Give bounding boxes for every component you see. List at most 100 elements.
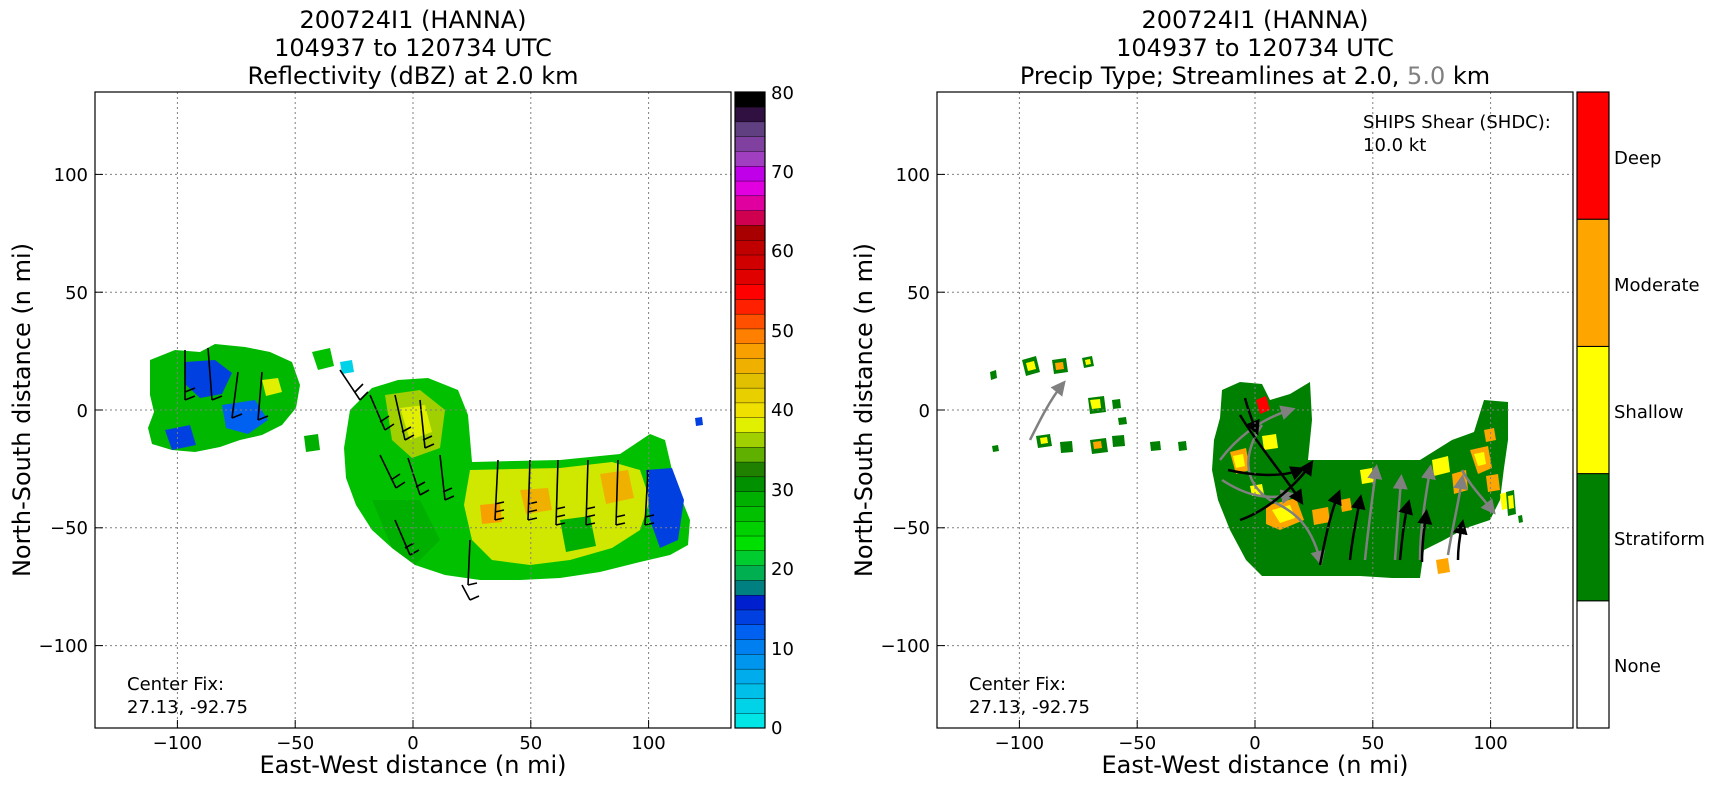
echo-band-green-1 (560, 516, 596, 552)
gridlines (95, 92, 731, 728)
tick-marks (95, 173, 650, 728)
x-tick-label: 50 (519, 733, 542, 754)
y-tick-label: 0 (919, 401, 930, 422)
x-tick-label: −50 (276, 733, 314, 754)
x-tick-labels: −100 −50 0 50 100 (995, 733, 1508, 754)
colorbar-segments (734, 91, 766, 729)
x-tick-label: 50 (1361, 733, 1384, 754)
x-tick-label: 0 (407, 733, 418, 754)
panel-title-line1: 200724I1 (HANNA) (299, 6, 526, 34)
panel-title-line1: 200724I1 (HANNA) (1141, 6, 1368, 34)
colorbar-segment (734, 210, 766, 226)
panel-title-line2: 104937 to 120734 UTC (1116, 34, 1394, 62)
echo-small-2 (340, 360, 354, 374)
echo-small-3 (304, 434, 320, 452)
colorbar-segment (734, 565, 766, 581)
colorbar-segment (734, 343, 766, 359)
center-fix-label: Center Fix: (969, 674, 1066, 695)
y-tick-label: −50 (892, 518, 930, 539)
y-tick-label: 50 (65, 283, 88, 304)
center-fix-label: Center Fix: (127, 674, 224, 695)
x-tick-label: 100 (1473, 733, 1507, 754)
colorbar-segment (734, 446, 766, 463)
colorbar-segment (734, 106, 766, 123)
colorbar-segment (734, 698, 766, 714)
colorbar-segment (734, 224, 766, 241)
colorbar-segment (734, 298, 766, 315)
gridlines (937, 92, 1573, 728)
colorbar-segment (734, 535, 766, 552)
colorbar-segment (734, 461, 766, 478)
colorbar-segment (734, 624, 766, 640)
ships-shear-label: SHIPS Shear (SHDC): (1363, 112, 1551, 133)
colorbar-segment (734, 121, 766, 137)
x-tick-labels: −100 −50 0 50 100 (153, 733, 666, 754)
reflectivity-field (148, 344, 703, 601)
colorbar-segment (734, 180, 766, 197)
y-tick-label: −100 (881, 636, 930, 657)
colorbar-tick-label: 30 (771, 480, 794, 501)
colorbar-segment (734, 136, 766, 152)
title-part-a: Precip Type; Streamlines at 2.0, (1020, 62, 1400, 90)
colorbar-segment (734, 713, 766, 729)
colorbar-label-deep: Deep (1614, 148, 1661, 169)
x-tick-label: 0 (1249, 733, 1260, 754)
colorbar-segment (734, 653, 766, 670)
colorbar-segment (734, 668, 766, 685)
echo-band-orange-3 (480, 503, 502, 524)
panel-title-line3: Reflectivity (dBZ) at 2.0 km (248, 62, 579, 90)
wind-barbs (184, 347, 655, 601)
tick-marks (937, 173, 1492, 728)
colorbar-segment (1576, 345, 1610, 475)
colorbar-segment (734, 387, 766, 404)
panel-title-line3: Precip Type; Streamlines at 2.0, 5.0 km (1020, 62, 1490, 90)
echo-small-1 (312, 348, 334, 370)
echo-west-blue-1 (185, 360, 232, 398)
colorbar-segment (1576, 600, 1610, 729)
colorbar-segment (734, 431, 766, 448)
colorbar-segment (734, 594, 766, 611)
colorbar-tick-labels: 0 10 20 30 40 50 60 70 80 (771, 83, 794, 739)
title-part-unit: km (1453, 62, 1490, 90)
colorbar-tick-label: 80 (771, 83, 794, 104)
center-fix-value: 27.13, -92.75 (127, 697, 248, 718)
colorbar-segment (734, 520, 766, 537)
title-part-5km: 5.0 (1407, 62, 1445, 90)
colorbar-segment (734, 254, 766, 270)
colorbar-segment (734, 402, 766, 418)
colorbar-segment (734, 358, 766, 374)
colorbar-frame (1576, 91, 1610, 729)
precip-main-region (1212, 382, 1508, 578)
reflectivity-colorbar: 0 10 20 30 40 50 60 70 80 (734, 83, 794, 739)
colorbar-segment (734, 417, 766, 433)
y-axis-label: North-South distance (n mi) (850, 243, 878, 577)
reflectivity-panel: 200724I1 (HANNA) 104937 to 120734 UTC Re… (8, 6, 794, 779)
colorbar-segment (1576, 473, 1610, 602)
colorbar-segment (734, 639, 766, 655)
colorbar-label-shallow: Shallow (1614, 402, 1684, 423)
colorbar-segment (734, 550, 766, 566)
echo-west-blue-3 (165, 425, 196, 450)
colorbar-tick-label: 50 (771, 321, 794, 342)
colorbar-segment (734, 476, 766, 492)
colorbar-segment (734, 328, 766, 344)
echo-west-yellow (262, 378, 282, 396)
colorbar-tick-label: 0 (771, 718, 782, 739)
colorbar-label-moderate: Moderate (1614, 275, 1700, 296)
y-axis-label: North-South distance (n mi) (8, 243, 36, 577)
colorbar-segment (734, 150, 766, 167)
x-tick-label: 100 (631, 733, 665, 754)
colorbar-segments (1576, 91, 1610, 729)
x-tick-label: −50 (1118, 733, 1156, 754)
precip-type-colorbar: None Stratiform Shallow Moderate Deep (1576, 91, 1705, 729)
y-tick-label: −50 (50, 518, 88, 539)
y-tick-label: 0 (77, 401, 88, 422)
x-axis-label: East-West distance (n mi) (1101, 751, 1408, 779)
precip-type-field (990, 356, 1523, 578)
precip-east-cells (1506, 490, 1523, 523)
echo-east-small (695, 417, 703, 426)
colorbar-segment (734, 91, 766, 108)
colorbar-frame (734, 91, 766, 729)
y-tick-label: 50 (907, 283, 930, 304)
